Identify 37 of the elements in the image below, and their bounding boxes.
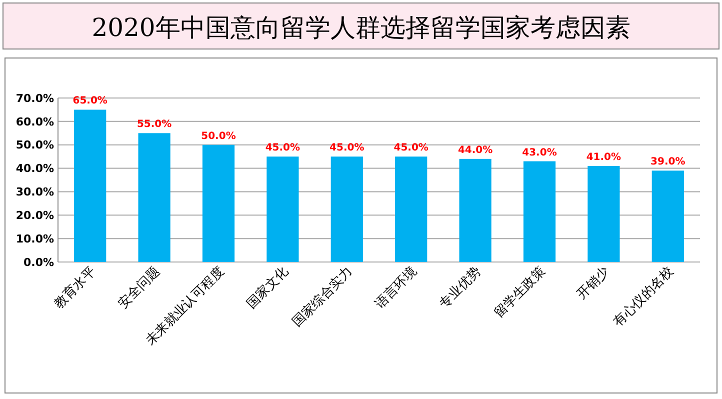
bar	[266, 156, 299, 262]
bar	[138, 133, 170, 262]
chart-title: 2020年中国意向留学人群选择留学国家考虑因素	[92, 13, 630, 42]
y-tick-label: 10.0%	[16, 232, 54, 246]
y-tick-label: 50.0%	[16, 138, 54, 152]
data-label: 65.0%	[72, 96, 108, 107]
bar	[395, 156, 428, 262]
y-tick-label: 60.0%	[16, 115, 54, 128]
data-label: 45.0%	[265, 142, 300, 154]
bar	[652, 170, 684, 262]
y-tick-label: 0.0%	[23, 256, 54, 269]
bar	[202, 144, 235, 262]
x-tick-label: 国家综合实力	[289, 264, 356, 330]
data-label: 50.0%	[201, 130, 236, 142]
y-tick-label: 20.0%	[16, 208, 54, 222]
x-tick-label: 国家文化	[243, 264, 292, 312]
data-label: 44.0%	[458, 144, 493, 156]
data-label: 43.0%	[522, 147, 557, 158]
data-label: 55.0%	[136, 119, 172, 130]
x-tick-label: 有心仪的名校	[610, 264, 677, 330]
data-label: 39.0%	[650, 156, 686, 168]
data-label: 45.0%	[394, 142, 428, 154]
data-label: 41.0%	[586, 152, 622, 163]
data-label: 45.0%	[330, 142, 364, 154]
x-tick-label: 专业优势	[436, 264, 484, 312]
bar	[330, 156, 363, 262]
y-tick-label: 40.0%	[16, 162, 54, 176]
bar	[459, 158, 492, 262]
y-tick-label: 70.0%	[16, 92, 54, 105]
x-tick-label: 安全问题	[115, 264, 164, 312]
y-tick-label: 30.0%	[16, 186, 54, 199]
bar	[74, 110, 106, 262]
bar	[523, 161, 556, 262]
x-tick-label: 留学生政策	[492, 264, 548, 321]
bar	[588, 166, 620, 262]
x-tick-label: 开销少	[574, 264, 613, 302]
x-tick-label: 语言环境	[372, 264, 420, 312]
